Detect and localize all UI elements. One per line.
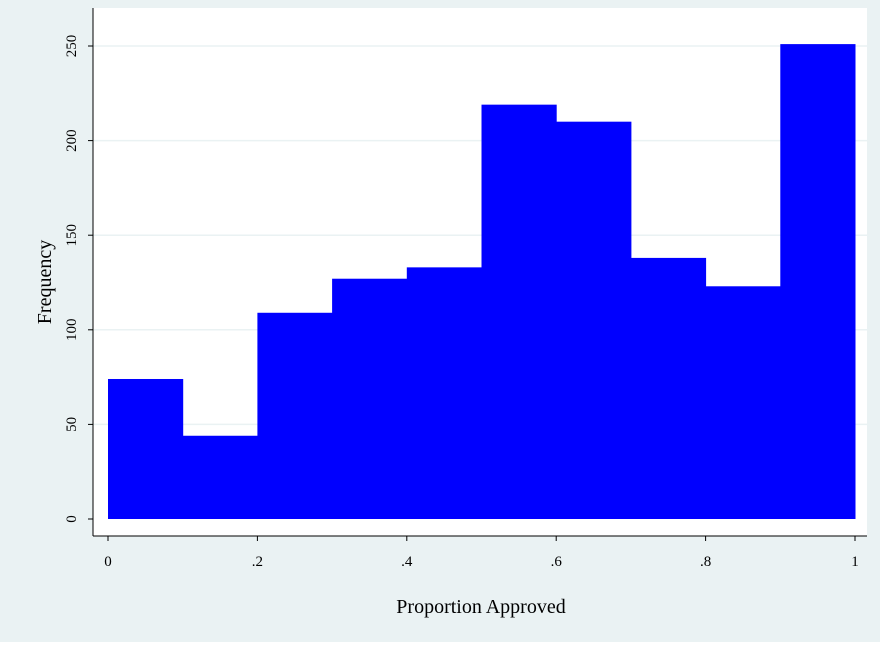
y-tick-label: 250 bbox=[64, 35, 80, 58]
x-tick-label: .4 bbox=[401, 554, 413, 570]
histogram-bar bbox=[108, 378, 184, 519]
y-tick-label: 100 bbox=[64, 319, 80, 342]
x-axis-title: Proportion Approved bbox=[396, 596, 565, 618]
x-tick-label: 1 bbox=[851, 554, 859, 570]
histogram-bar bbox=[332, 278, 408, 519]
bars-layer bbox=[108, 44, 856, 520]
x-tick-label: .6 bbox=[551, 554, 563, 570]
histogram-bar bbox=[257, 312, 333, 519]
histogram-bar bbox=[630, 257, 707, 519]
x-tick-label: 0 bbox=[104, 554, 112, 570]
y-ticks: 0 50 100 150 200 250 bbox=[64, 35, 93, 523]
histogram-bar bbox=[780, 44, 856, 519]
histogram-bar bbox=[705, 286, 781, 519]
y-tick-label: 0 bbox=[64, 515, 80, 523]
histogram-bar bbox=[406, 267, 482, 519]
y-tick-label: 200 bbox=[64, 129, 80, 152]
x-tick-label: .8 bbox=[700, 554, 711, 570]
histogram-bar bbox=[182, 435, 258, 519]
histogram-bar bbox=[481, 104, 557, 519]
histogram-bar bbox=[556, 121, 632, 520]
x-ticks: 0 .2 .4 .6 .8 1 bbox=[104, 536, 859, 570]
y-tick-label: 150 bbox=[64, 224, 80, 247]
y-axis-title: Frequency bbox=[34, 240, 56, 324]
x-tick-label: .2 bbox=[252, 554, 263, 570]
axes-layer bbox=[92, 8, 867, 537]
y-tick-label: 50 bbox=[64, 417, 80, 432]
